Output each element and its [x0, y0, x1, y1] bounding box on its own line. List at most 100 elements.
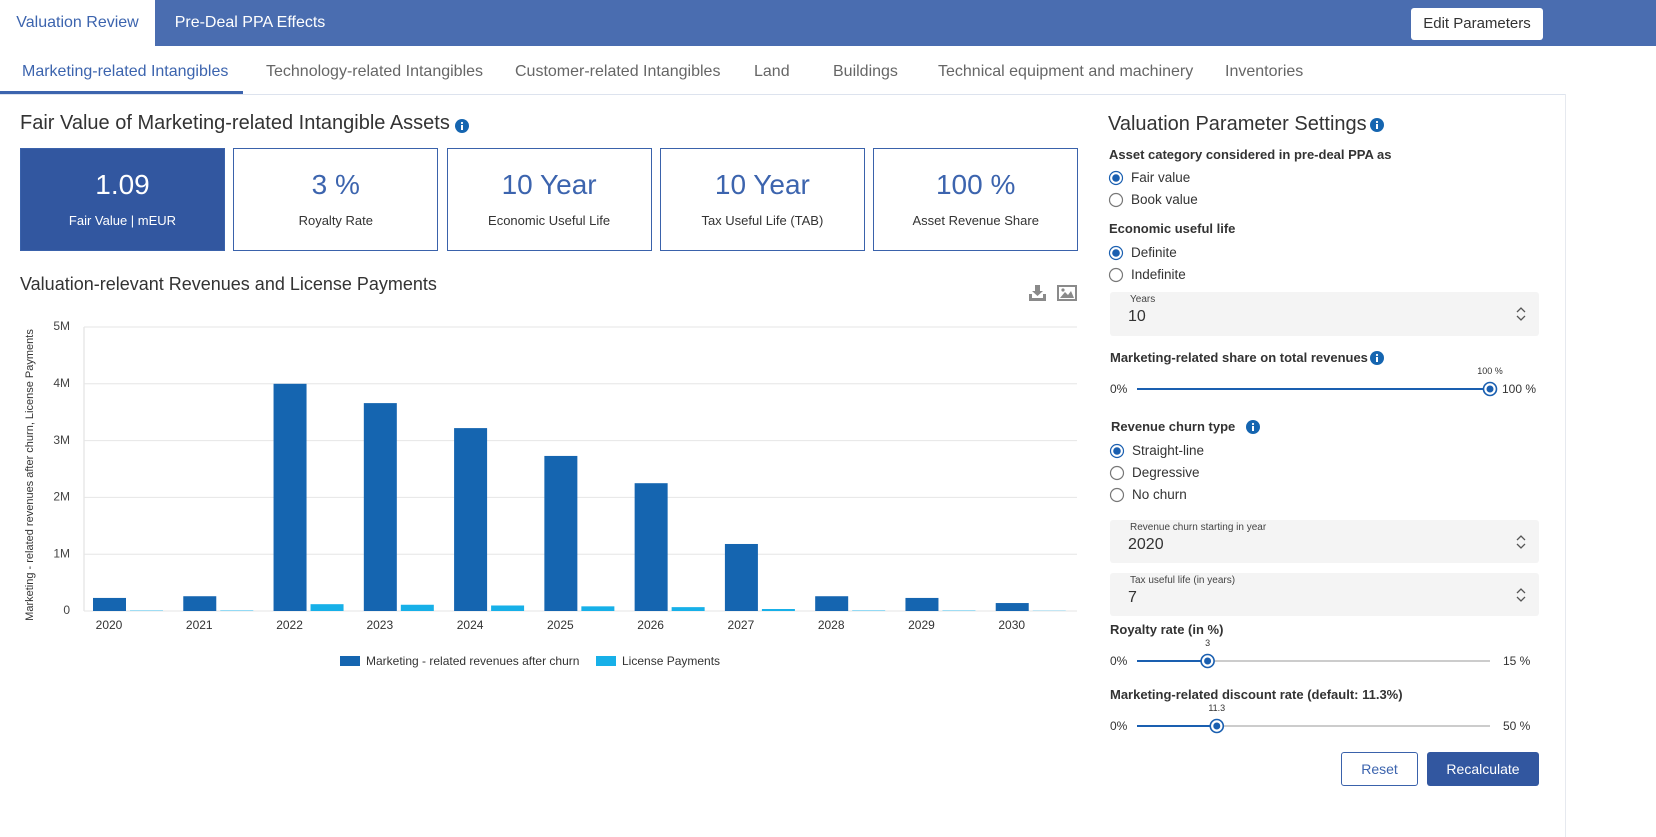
- image-frame: [1057, 285, 1077, 301]
- header-tab[interactable]: Pre-Deal PPA Effects: [174, 14, 326, 31]
- y-tick-label: 1M: [53, 546, 70, 560]
- sub-tab-border: [0, 94, 1566, 95]
- info-dot: [460, 121, 464, 125]
- input-label: Revenue churn starting in year: [1130, 522, 1267, 533]
- header-tab[interactable]: Valuation Review: [0, 0, 155, 46]
- radio[interactable]: [1108, 267, 1124, 283]
- spinner[interactable]: [1514, 304, 1528, 324]
- bar: [400, 604, 434, 611]
- kpi-card: [233, 148, 439, 251]
- bar: [273, 383, 307, 611]
- x-tick-label: 2026: [637, 618, 664, 632]
- radio-label[interactable]: Book value: [1131, 192, 1198, 207]
- kpi-card: [659, 148, 865, 251]
- sub-tab[interactable]: Customer-related Intangibles: [515, 63, 721, 80]
- y-tick-label: 5M: [53, 319, 70, 333]
- bar: [544, 455, 578, 611]
- slider-max-label: 100 %: [1502, 382, 1537, 396]
- kpi-value: 100 %: [935, 169, 1016, 200]
- info-icon[interactable]: [1370, 118, 1384, 132]
- info-dot: [1251, 422, 1255, 426]
- x-tick-label: 2029: [908, 618, 935, 632]
- field-label: Economic useful life: [1109, 221, 1236, 236]
- radio-ring: [1108, 267, 1124, 283]
- image-glyph: [1060, 291, 1074, 298]
- kpi-value: 10 Year: [501, 169, 597, 200]
- radio[interactable]: [1108, 245, 1124, 261]
- kpi-value: 1.09: [95, 169, 150, 200]
- x-tick-label: 2027: [728, 618, 755, 632]
- radio-label[interactable]: Degressive: [1132, 465, 1200, 480]
- x-tick-label: 2025: [547, 618, 574, 632]
- input-value: 2020: [1128, 536, 1164, 553]
- slider-thumb-dot: [1204, 657, 1212, 665]
- radio[interactable]: [1109, 487, 1125, 503]
- sub-tab[interactable]: Land: [754, 63, 790, 80]
- info-icon[interactable]: [1246, 420, 1260, 434]
- radio-ring: [1109, 487, 1125, 503]
- info-icon[interactable]: [1370, 351, 1384, 365]
- radio-label[interactable]: No churn: [1132, 487, 1187, 502]
- input-box[interactable]: [1110, 573, 1539, 616]
- field-label: Revenue churn type: [1111, 419, 1236, 434]
- kpi-card: [873, 148, 1079, 251]
- slider-value-label: 3: [1205, 638, 1211, 648]
- spinner[interactable]: [1514, 585, 1528, 605]
- slider: [1137, 718, 1490, 734]
- x-tick-label: 2024: [457, 618, 484, 632]
- radio[interactable]: [1109, 443, 1125, 459]
- spinner-down: [1516, 543, 1526, 549]
- slider-min-label: 0%: [1110, 382, 1128, 396]
- slider-min-label: 0%: [1110, 719, 1128, 733]
- info-dot: [1375, 120, 1379, 124]
- kpi-card: [20, 148, 225, 251]
- chart-title: Valuation-relevant Revenues and License …: [20, 274, 437, 294]
- bar: [93, 597, 126, 611]
- legend-swatch: [596, 656, 616, 666]
- recalculate-button[interactable]: Recalculate: [1427, 752, 1539, 786]
- radio-label[interactable]: Fair value: [1131, 170, 1191, 185]
- radio-label[interactable]: Straight-line: [1132, 443, 1205, 458]
- y-tick-label: 3M: [53, 433, 70, 447]
- y-tick-label: 2M: [53, 490, 70, 504]
- bar: [634, 483, 668, 611]
- sub-tab[interactable]: Marketing-related Intangibles: [22, 63, 229, 80]
- sub-tab[interactable]: Technology-related Intangibles: [266, 63, 484, 80]
- radio[interactable]: [1109, 465, 1125, 481]
- x-tick-label: 2028: [818, 618, 845, 632]
- radio[interactable]: [1108, 170, 1124, 186]
- info-stem: [1376, 357, 1378, 362]
- x-tick-label: 2020: [96, 618, 123, 632]
- header-bar: [0, 0, 1656, 46]
- slider: [1137, 381, 1498, 397]
- download-icon[interactable]: [1028, 284, 1048, 302]
- input-box[interactable]: [1110, 292, 1539, 336]
- input-box[interactable]: [1110, 520, 1539, 563]
- spinner[interactable]: [1514, 532, 1528, 552]
- sub-tab[interactable]: Inventories: [1225, 63, 1304, 80]
- input-label: Tax useful life (in years): [1130, 575, 1236, 586]
- radio-ring: [1108, 192, 1124, 208]
- kpi-value: 10 Year: [714, 169, 810, 200]
- sub-tab[interactable]: Buildings: [833, 63, 898, 80]
- slider-max-label: 50 %: [1503, 719, 1531, 733]
- bar: [995, 603, 1029, 611]
- sub-tab-underline: [0, 91, 243, 94]
- spinner-up: [1516, 307, 1526, 313]
- reset-button[interactable]: Reset: [1341, 752, 1418, 786]
- info-icon[interactable]: [455, 119, 469, 133]
- radio[interactable]: [1108, 192, 1124, 208]
- image-icon[interactable]: [1057, 284, 1077, 302]
- radio-label[interactable]: Definite: [1131, 245, 1177, 260]
- radio-label[interactable]: Indefinite: [1131, 267, 1186, 282]
- panel-border: [1565, 94, 1566, 837]
- slider-value-label: 100 %: [1477, 366, 1503, 376]
- section-title: Fair Value of Marketing-related Intangib…: [20, 112, 450, 134]
- x-tick-label: 2021: [186, 618, 213, 632]
- input-value: 7: [1128, 589, 1137, 606]
- sub-tab[interactable]: Technical equipment and machinery: [938, 63, 1194, 80]
- spinner-up: [1516, 587, 1526, 593]
- y-tick-label: 4M: [53, 376, 70, 390]
- edit-button[interactable]: Edit Parameters: [1411, 8, 1543, 40]
- spinner-up: [1516, 534, 1526, 540]
